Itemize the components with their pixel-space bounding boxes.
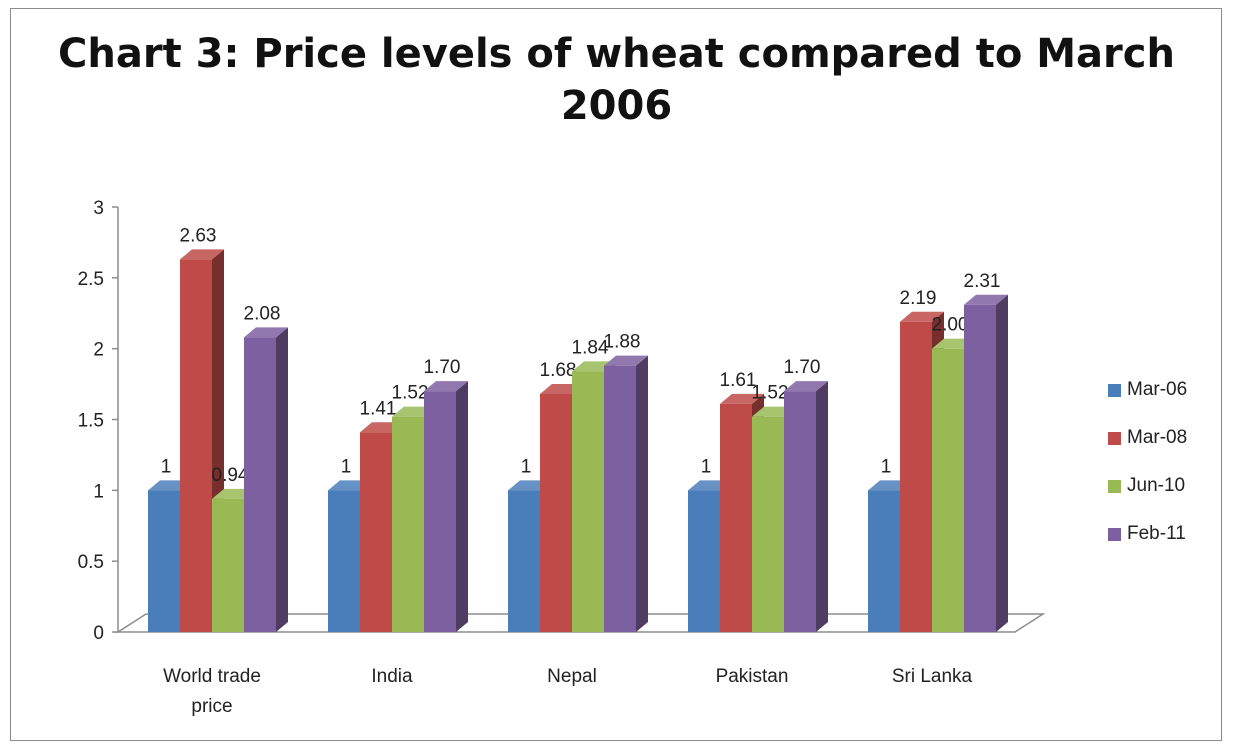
data-label: 1 [341,456,352,477]
bar-side [996,294,1008,632]
bar-mar-08-0 [180,259,212,632]
data-label: 1.52 [392,383,429,404]
legend-swatch [1108,383,1121,397]
bar-mar-08-4 [900,321,932,632]
bar-mar-06-4 [868,490,900,632]
chart-title-line-2: 2006 [560,83,673,129]
chart-title: Chart 3: Price levels of wheat compared … [0,28,1233,132]
x-tick-label: price [191,696,232,717]
y-tick-label: 2.5 [78,269,104,290]
legend-item-mar-06: Mar-06 [1108,366,1187,414]
legend-item-jun-10: Jun-10 [1108,462,1187,510]
bar-feb-11-2 [604,365,636,632]
x-tick-label: India [371,666,413,687]
bar-jun-10-1 [392,416,424,632]
data-label: 1.61 [720,370,757,391]
bar-feb-11-3 [784,391,816,632]
legend-swatch [1108,479,1121,493]
bar-jun-10-0 [212,498,244,632]
x-tick-label: Nepal [547,666,597,687]
chart-legend: Mar-06 Mar-08 Jun-10 Feb-11 [1108,366,1187,558]
bar-top [244,327,288,338]
data-label: 2.31 [964,271,1001,292]
bar-mar-06-1 [328,490,360,632]
chart-title-line-1: Chart 3: Price levels of wheat compared … [58,31,1175,77]
data-label: 1.84 [572,337,609,358]
x-tick-label: Pakistan [716,666,789,687]
data-label: 1 [521,456,532,477]
legend-swatch [1108,527,1121,541]
bar-feb-11-4 [964,304,996,632]
y-tick-label: 0.5 [78,552,104,573]
data-label: 1 [881,456,892,477]
bar-side [456,381,468,632]
data-label: 2.63 [180,225,217,246]
bar-feb-11-1 [424,391,456,632]
y-tick-label: 0 [93,623,104,644]
y-tick-label: 2 [93,340,104,361]
data-label: 1 [701,456,712,477]
bar-top [784,381,828,392]
bar-jun-10-2 [572,371,604,632]
data-label: 0.94 [212,465,249,486]
bar-top [424,381,468,392]
data-label: 2.08 [244,303,281,324]
bar-top [604,355,648,366]
data-label: 1.88 [604,332,641,353]
bar-mar-08-3 [720,403,752,632]
bar-mar-08-1 [360,432,392,632]
legend-swatch [1108,431,1121,445]
data-label: 2.00 [932,315,969,336]
data-label: 1.41 [360,398,397,419]
bar-jun-10-3 [752,416,784,632]
y-tick-label: 1 [93,481,104,502]
data-label: 1 [161,456,172,477]
legend-item-mar-08: Mar-08 [1108,414,1187,462]
legend-label: Mar-06 [1127,379,1188,400]
x-tick-label: Sri Lanka [892,666,973,687]
x-tick-label: World trade [163,666,261,687]
bar-mar-06-2 [508,490,540,632]
y-tick-label: 3 [93,198,104,219]
bar-top [900,311,944,322]
data-label: 2.19 [900,288,937,309]
bar-mar-06-0 [148,490,180,632]
bar-side [816,381,828,632]
y-tick-label: 1.5 [78,411,104,432]
bar-feb-11-0 [244,337,276,632]
data-label: 1.52 [752,383,789,404]
bar-mar-08-2 [540,394,572,632]
bar-side [276,327,288,632]
bar-mar-06-3 [688,490,720,632]
bar-side [636,355,648,632]
bar-top [964,294,1008,305]
legend-label: Jun-10 [1127,475,1186,496]
legend-label: Feb-11 [1127,523,1186,544]
bar-top [720,393,764,404]
data-label: 1.70 [784,357,821,378]
data-label: 1.70 [424,357,461,378]
bar-jun-10-4 [932,348,964,632]
bar-top [180,249,224,260]
legend-item-feb-11: Feb-11 [1108,510,1187,558]
data-label: 1.68 [540,360,577,381]
legend-label: Mar-08 [1127,427,1188,448]
